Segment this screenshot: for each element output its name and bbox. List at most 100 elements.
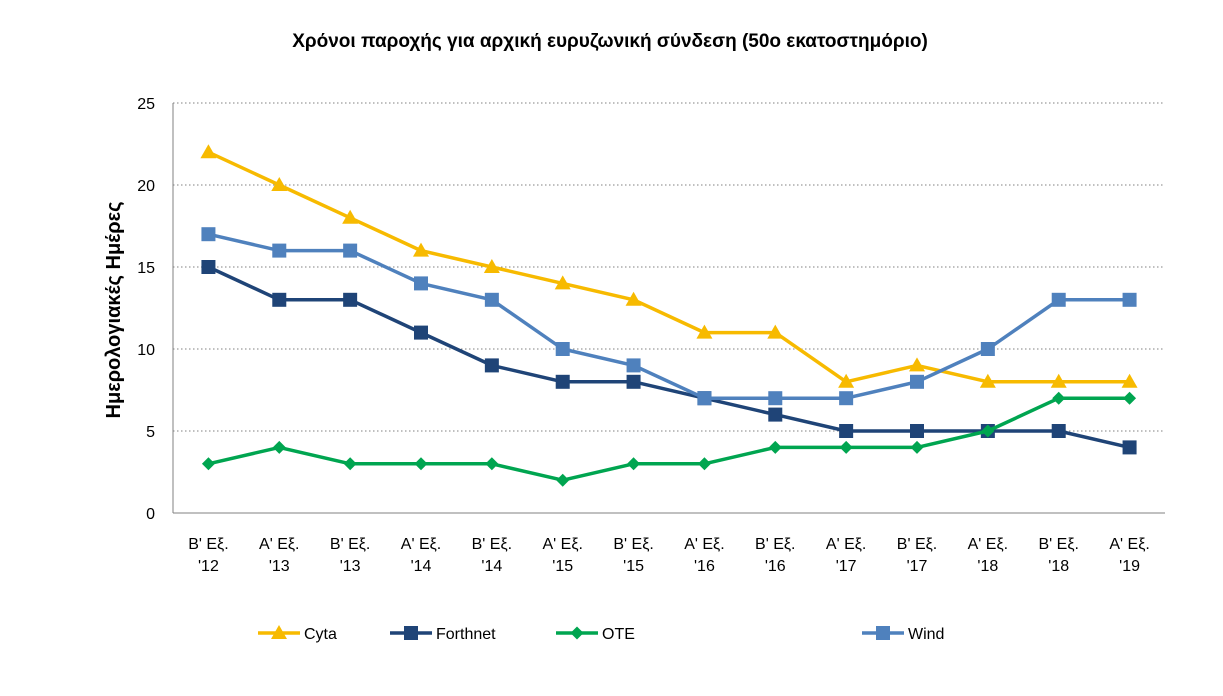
x-tick-label: Β' Εξ. '12 (188, 536, 228, 575)
x-tick-label: Β' Εξ. '16 (755, 536, 795, 575)
y-tick-label: 25 (137, 96, 155, 113)
x-tick-label: Β' Εξ. '14 (472, 536, 512, 575)
data-point-forthnet (484, 358, 499, 373)
data-point-forthnet (768, 407, 783, 422)
series-line-cyta (207, 150, 1130, 384)
data-point-cyta (342, 209, 359, 224)
data-point-ote (414, 457, 428, 471)
series-line-forthnet (207, 265, 1130, 450)
data-point-wind (980, 342, 995, 356)
data-point-cyta (483, 259, 500, 273)
data-point-ote (1123, 391, 1137, 405)
data-point-forthnet (910, 424, 924, 438)
data-point-ote (627, 457, 641, 471)
legend-label-ote: OTE (602, 626, 635, 643)
data-point-cyta (554, 275, 571, 290)
data-point-wind (343, 243, 358, 258)
legend-item-wind: Wind (862, 626, 944, 643)
data-point-cyta (838, 373, 855, 388)
data-point-wind (839, 391, 854, 406)
y-axis-label: Ημερολογιακές Ημέρες (103, 202, 125, 419)
axes (172, 103, 1165, 514)
data-point-wind (1051, 292, 1066, 307)
series-wind (201, 227, 1137, 406)
data-point-cyta (979, 373, 996, 388)
data-point-wind (910, 374, 924, 389)
legend-marker-wind (876, 626, 890, 640)
y-tick-label: 15 (137, 260, 155, 277)
data-point-cyta (1121, 373, 1138, 388)
gridlines (173, 102, 1165, 432)
legend-item-cyta: Cyta (258, 625, 337, 643)
series-cyta (200, 144, 1138, 388)
x-tick-labels: Β' Εξ. '12 Α' Εξ. '13 Β' Εξ. '13 Α' Εξ. '14 Β' Ε… (188, 536, 1150, 575)
data-point-wind (1122, 292, 1137, 307)
data-point-cyta (200, 144, 217, 159)
legend-marker-ote (570, 626, 584, 640)
data-point-cyta (696, 324, 713, 339)
x-tick-label: Β' Εξ. '18 (1038, 536, 1078, 575)
data-point-forthnet (626, 374, 641, 389)
legend-label-cyta: Cyta (304, 626, 337, 643)
y-tick-label: 10 (137, 342, 155, 359)
x-tick-label: Α' Εξ. '16 (684, 536, 724, 575)
x-tick-label: Β' Εξ. '15 (613, 536, 653, 575)
data-point-forthnet (555, 374, 570, 389)
x-tick-label: Β' Εξ. '13 (330, 536, 370, 575)
series-line-wind (208, 232, 1130, 400)
data-point-ote (910, 440, 924, 454)
chart-title: Χρόνοι παροχής για αρχική ευρυζωνική σύν… (292, 31, 928, 52)
data-point-ote (981, 424, 995, 438)
y-tick-label: 20 (137, 178, 155, 195)
data-point-ote (343, 457, 357, 471)
x-tick-label: Α' Εξ. '13 (259, 536, 299, 575)
data-point-forthnet (343, 292, 358, 307)
data-point-cyta (767, 324, 784, 339)
data-point-cyta (271, 177, 288, 191)
x-tick-label: Α' Εξ. '19 (1109, 536, 1149, 575)
legend-label-forthnet: Forthnet (436, 626, 496, 643)
data-point-forthnet (414, 325, 428, 340)
data-point-wind (626, 358, 641, 373)
data-point-cyta (413, 242, 429, 257)
x-tick-label: Α' Εξ. '17 (826, 536, 866, 575)
x-tick-label: Β' Εξ. '17 (897, 536, 937, 575)
data-point-forthnet (1051, 424, 1066, 438)
legend-marker-forthnet (404, 626, 418, 640)
data-point-wind (768, 391, 783, 406)
y-tick-labels: 0 5 10 15 20 25 (137, 96, 155, 523)
data-point-ote (201, 457, 215, 471)
legend: Cyta Forthnet OTE Wind (258, 625, 944, 643)
data-point-ote (839, 440, 853, 454)
data-point-forthnet (272, 292, 287, 307)
data-point-ote (272, 440, 286, 454)
legend-marker-cyta (271, 625, 287, 639)
data-point-wind (555, 342, 570, 356)
data-point-forthnet (1122, 440, 1137, 455)
y-tick-label: 0 (146, 506, 155, 523)
legend-label-wind: Wind (908, 626, 944, 643)
legend-item-ote: OTE (556, 626, 635, 643)
x-tick-label: Α' Εξ. '14 (401, 536, 441, 575)
data-point-cyta (1050, 373, 1067, 388)
data-point-wind (484, 292, 499, 307)
series-line-ote (208, 396, 1130, 482)
data-point-forthnet (839, 424, 854, 438)
data-point-cyta (625, 291, 642, 306)
data-point-ote (556, 473, 570, 487)
data-point-ote (697, 457, 711, 471)
legend-item-forthnet: Forthnet (390, 626, 496, 643)
y-tick-label: 5 (146, 424, 155, 441)
series-ote (201, 391, 1137, 487)
series (200, 144, 1138, 487)
data-point-wind (414, 276, 428, 291)
data-point-wind (697, 391, 712, 406)
x-tick-label: Α' Εξ. '15 (542, 536, 582, 575)
data-point-forthnet (201, 260, 216, 274)
data-point-ote (768, 440, 782, 454)
data-point-ote (485, 457, 499, 471)
data-point-wind (272, 243, 287, 258)
data-point-cyta (909, 357, 925, 372)
data-point-ote (1052, 391, 1066, 405)
